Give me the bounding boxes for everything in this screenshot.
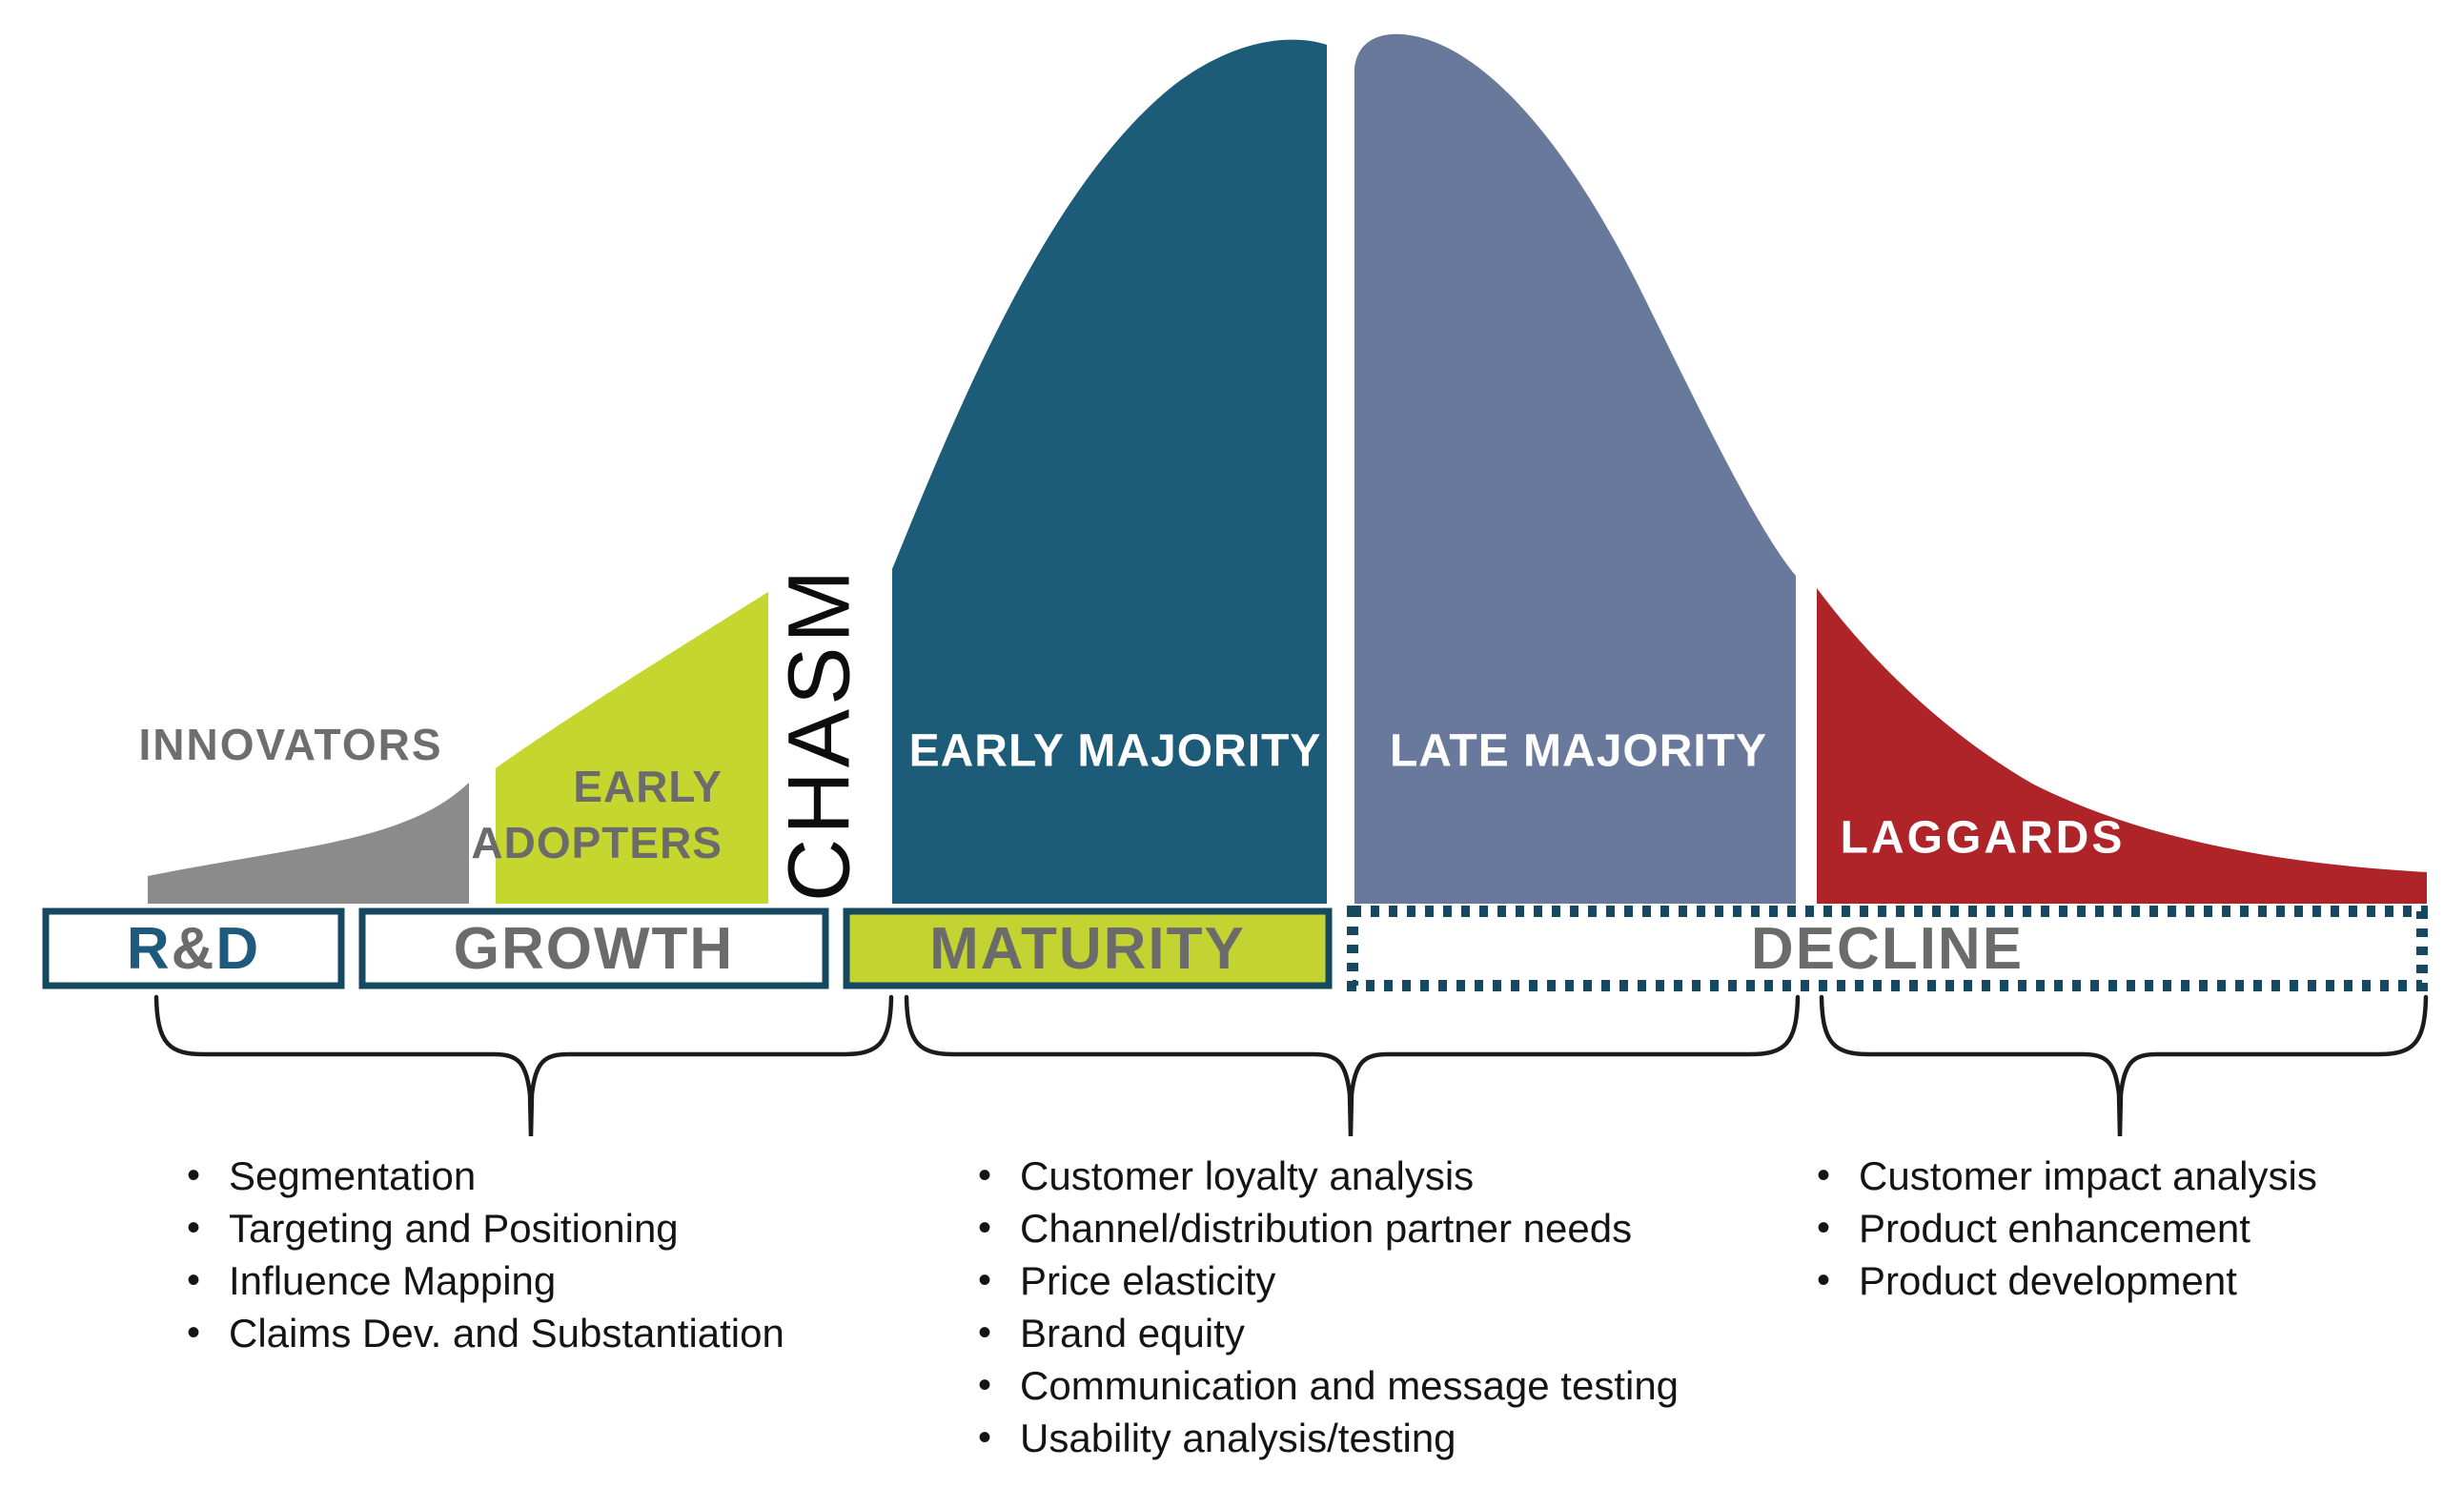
innovators-segment [148, 783, 469, 904]
rd-label-r: R [126, 916, 172, 982]
list-item: • Brand equity [978, 1307, 1679, 1359]
left-brace [153, 994, 894, 1137]
bullet-icon: • [187, 1207, 201, 1249]
right-brace [1819, 994, 2429, 1137]
list-item-text: Influence Mapping [229, 1257, 557, 1303]
list-item: • Price elasticity [978, 1254, 1679, 1307]
late-majority-label: LATE MAJORITY [1389, 725, 1768, 777]
list-item-text: Targeting and Positioning [229, 1205, 679, 1251]
list-item-text: Brand equity [1020, 1310, 1245, 1356]
middle-brace [904, 994, 1801, 1137]
list-item: • Segmentation [187, 1150, 784, 1202]
early-adopters-segment [496, 592, 768, 904]
list-item: • Channel/distribution partner needs [978, 1202, 1679, 1254]
list-item: • Customer loyalty analysis [978, 1150, 1679, 1202]
decline-phase-label: DECLINE [1750, 916, 2025, 982]
growth-phase-label: GROWTH [453, 916, 735, 982]
list-item-text: Channel/distribution partner needs [1020, 1205, 1633, 1251]
bullet-icon: • [978, 1364, 992, 1406]
early-majority-label: EARLY MAJORITY [908, 725, 1322, 777]
list-item-text: Price elasticity [1020, 1257, 1276, 1303]
list-item: • Product enhancement [1817, 1202, 2317, 1254]
bullet-icon: • [978, 1154, 992, 1196]
list-item: • Influence Mapping [187, 1254, 784, 1307]
list-item-text: Usability analysis/testing [1020, 1415, 1456, 1460]
list-item-text: Product enhancement [1859, 1205, 2250, 1251]
bullet-icon: • [187, 1259, 201, 1301]
list-item-text: Communication and message testing [1020, 1362, 1680, 1408]
list-item-text: Claims Dev. and Substantiation [229, 1310, 784, 1356]
growth-phase-activities-list: • Segmentation • Targeting and Positioni… [187, 1150, 784, 1359]
bullet-icon: • [978, 1259, 992, 1301]
laggards-segment [1817, 588, 2427, 904]
growth-phase-box [358, 907, 829, 989]
list-item-text: Customer impact analysis [1859, 1152, 2317, 1198]
bullet-icon: • [187, 1312, 201, 1354]
early-adopters-label: EARLY ADOPTERS [419, 759, 723, 871]
bullet-icon: • [978, 1312, 992, 1354]
bullet-icon: • [1817, 1259, 1831, 1301]
list-item-text: Product development [1859, 1257, 2237, 1303]
list-item: • Customer impact analysis [1817, 1150, 2317, 1202]
late-majority-segment [1354, 33, 1796, 904]
bullet-icon: • [1817, 1154, 1831, 1196]
bullet-icon: • [978, 1417, 992, 1458]
laggards-label: LAGGARDS [1840, 812, 2126, 864]
maturity-phase-label: MATURITY [929, 916, 1246, 982]
list-item: • Communication and message testing [978, 1359, 1679, 1412]
list-item-text: Customer loyalty analysis [1020, 1152, 1475, 1198]
rd-phase-label: R & D [42, 911, 345, 987]
list-item: • Product development [1817, 1254, 2317, 1307]
early-adopters-label-line2: ADOPTERS [471, 818, 723, 867]
maturity-phase-activities-list: • Customer loyalty analysis • Channel/di… [978, 1150, 1679, 1464]
list-item: • Usability analysis/testing [978, 1412, 1679, 1464]
early-adopters-label-line1: EARLY [573, 762, 723, 811]
bullet-icon: • [187, 1154, 201, 1196]
list-item: • Claims Dev. and Substantiation [187, 1307, 784, 1359]
list-item-text: Segmentation [229, 1152, 477, 1198]
decline-phase-activities-list: • Customer impact analysis • Product enh… [1817, 1150, 2317, 1307]
decline-phase-box [1347, 906, 2428, 991]
bullet-icon: • [1817, 1207, 1831, 1249]
list-item: • Targeting and Positioning [187, 1202, 784, 1254]
bullet-icon: • [978, 1207, 992, 1249]
innovators-label: INNOVATORS [138, 720, 443, 769]
rd-label-d: D [215, 916, 261, 982]
rd-label-ampersand: & [171, 916, 216, 982]
rd-phase-box [42, 907, 345, 989]
early-majority-segment [892, 39, 1327, 904]
chasm-label: CHASM [770, 565, 868, 903]
maturity-phase-box [843, 907, 1333, 989]
